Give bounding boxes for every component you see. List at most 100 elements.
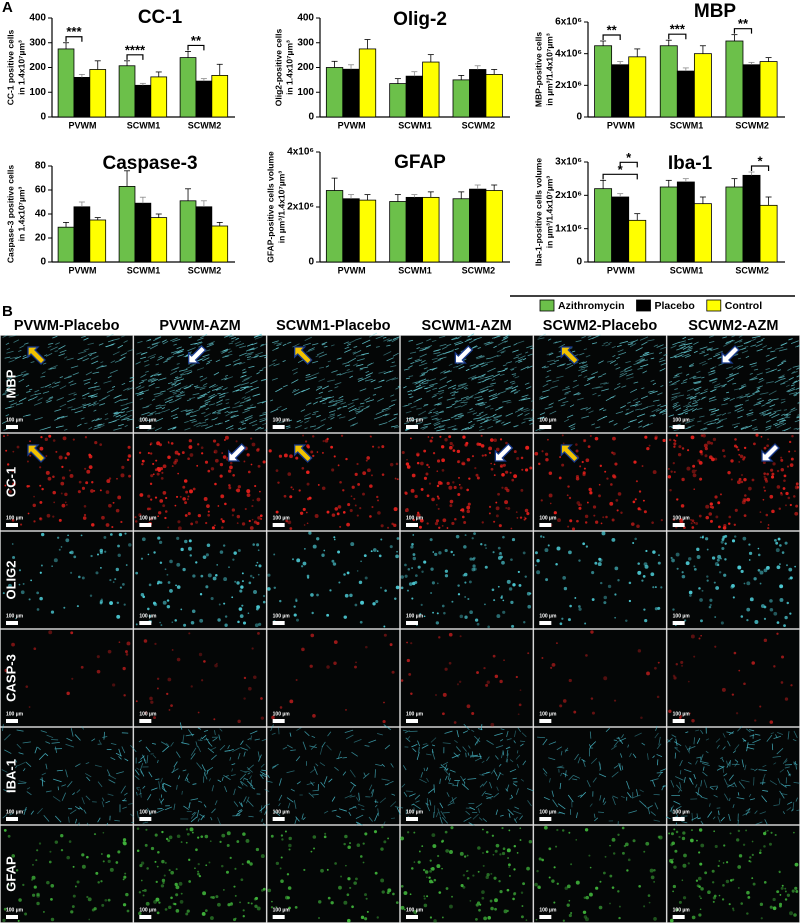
micrograph-texture bbox=[489, 452, 491, 454]
scale-bar bbox=[406, 719, 418, 723]
micrograph-texture bbox=[462, 435, 465, 438]
micrograph-texture bbox=[585, 515, 588, 518]
micrograph-texture bbox=[304, 548, 306, 550]
micrograph-texture bbox=[188, 880, 191, 883]
x-tick-label: PVWM bbox=[338, 120, 366, 130]
micrograph-texture bbox=[177, 473, 179, 475]
micrograph-texture bbox=[161, 884, 164, 887]
micrograph-texture bbox=[411, 867, 414, 870]
micrograph-texture bbox=[451, 896, 453, 898]
micrograph-texture bbox=[394, 598, 396, 600]
micrograph-texture bbox=[22, 884, 24, 886]
micrograph-texture bbox=[73, 555, 76, 558]
bar bbox=[453, 80, 469, 117]
micrograph-texture bbox=[48, 630, 52, 634]
micrograph-texture bbox=[147, 608, 150, 611]
micrograph-texture bbox=[738, 454, 740, 456]
micrograph-texture bbox=[763, 845, 766, 848]
micrograph-texture bbox=[407, 659, 410, 662]
micrograph-texture bbox=[357, 483, 360, 486]
micrograph-texture bbox=[316, 594, 319, 597]
bar bbox=[343, 69, 359, 117]
micrograph-texture bbox=[139, 493, 143, 497]
micrograph-texture bbox=[108, 860, 111, 863]
micrograph-texture bbox=[184, 479, 188, 483]
micrograph-texture bbox=[116, 861, 119, 864]
micrograph-texture bbox=[569, 900, 571, 902]
micrograph-texture bbox=[219, 604, 221, 606]
micrograph-texture bbox=[168, 581, 171, 584]
micrograph-texture bbox=[371, 550, 373, 552]
micrograph-texture bbox=[360, 601, 364, 605]
micrograph-texture bbox=[163, 491, 167, 495]
micrograph-texture bbox=[292, 558, 294, 560]
micrograph-texture bbox=[679, 901, 682, 904]
micrograph-texture bbox=[381, 445, 384, 448]
micrograph-texture bbox=[296, 558, 300, 562]
micrograph-texture bbox=[84, 468, 86, 470]
micrograph-texture bbox=[46, 881, 50, 885]
micrograph-texture bbox=[771, 510, 775, 514]
micrograph-texture bbox=[472, 564, 475, 567]
micrograph-texture bbox=[752, 854, 754, 856]
micrograph-texture bbox=[652, 550, 655, 553]
micrograph-texture bbox=[723, 862, 725, 864]
micrograph-texture bbox=[651, 876, 655, 880]
micrograph-texture bbox=[740, 902, 743, 905]
micrograph-texture bbox=[81, 535, 83, 537]
scale-bar bbox=[539, 817, 551, 821]
micrograph-texture bbox=[90, 595, 92, 597]
micrograph-texture bbox=[101, 516, 105, 520]
micrograph-texture bbox=[514, 450, 517, 453]
micrograph-texture bbox=[292, 489, 294, 491]
micrograph-texture bbox=[66, 856, 70, 860]
micrograph-texture bbox=[289, 848, 291, 850]
scale-bar bbox=[406, 915, 418, 919]
micrograph-texture bbox=[210, 840, 212, 842]
micrograph-texture bbox=[529, 467, 532, 470]
micrograph-texture bbox=[257, 562, 259, 564]
micrograph-texture bbox=[167, 456, 171, 460]
micrograph-texture bbox=[217, 618, 220, 621]
micrograph-texture bbox=[172, 465, 174, 467]
micrograph-texture bbox=[267, 889, 271, 893]
micrograph-texture bbox=[445, 570, 448, 573]
micrograph-texture bbox=[718, 865, 720, 867]
micrograph-texture bbox=[652, 586, 654, 588]
micrograph-texture bbox=[345, 458, 347, 460]
micrograph-texture bbox=[732, 879, 734, 881]
micrograph-texture bbox=[795, 485, 799, 489]
micrograph-texture bbox=[159, 541, 162, 544]
micrograph-texture bbox=[544, 548, 548, 552]
micrograph-texture bbox=[693, 565, 695, 567]
bar bbox=[343, 199, 359, 262]
micrograph-texture bbox=[722, 536, 725, 539]
micrograph-texture bbox=[310, 634, 314, 638]
micrograph-texture bbox=[191, 621, 195, 625]
micrograph-texture bbox=[104, 899, 107, 902]
micrograph-texture bbox=[233, 551, 236, 554]
micrograph-texture bbox=[244, 677, 246, 679]
micrograph-texture bbox=[312, 794, 319, 795]
micrograph-texture bbox=[206, 553, 209, 556]
micrograph-texture bbox=[377, 499, 379, 501]
micrograph-texture bbox=[296, 679, 298, 681]
micrograph-texture bbox=[390, 643, 393, 646]
micrograph-texture bbox=[220, 518, 222, 520]
micrograph-texture bbox=[303, 508, 306, 511]
micrograph-texture bbox=[472, 874, 474, 876]
micrograph-texture bbox=[160, 624, 162, 626]
micrograph-texture bbox=[600, 582, 602, 584]
micrograph-texture bbox=[327, 511, 330, 514]
micrograph-texture bbox=[643, 609, 645, 611]
micrograph-texture bbox=[175, 893, 178, 896]
micrograph-texture bbox=[745, 829, 747, 831]
micrograph-texture bbox=[117, 602, 119, 604]
micrograph-texture bbox=[512, 583, 515, 586]
micrograph-texture bbox=[681, 478, 684, 481]
micrograph-texture bbox=[603, 872, 606, 875]
micrograph-texture bbox=[736, 838, 739, 841]
micrograph-texture bbox=[188, 547, 192, 551]
micrograph-texture bbox=[107, 854, 110, 857]
micrograph-texture bbox=[788, 451, 790, 453]
